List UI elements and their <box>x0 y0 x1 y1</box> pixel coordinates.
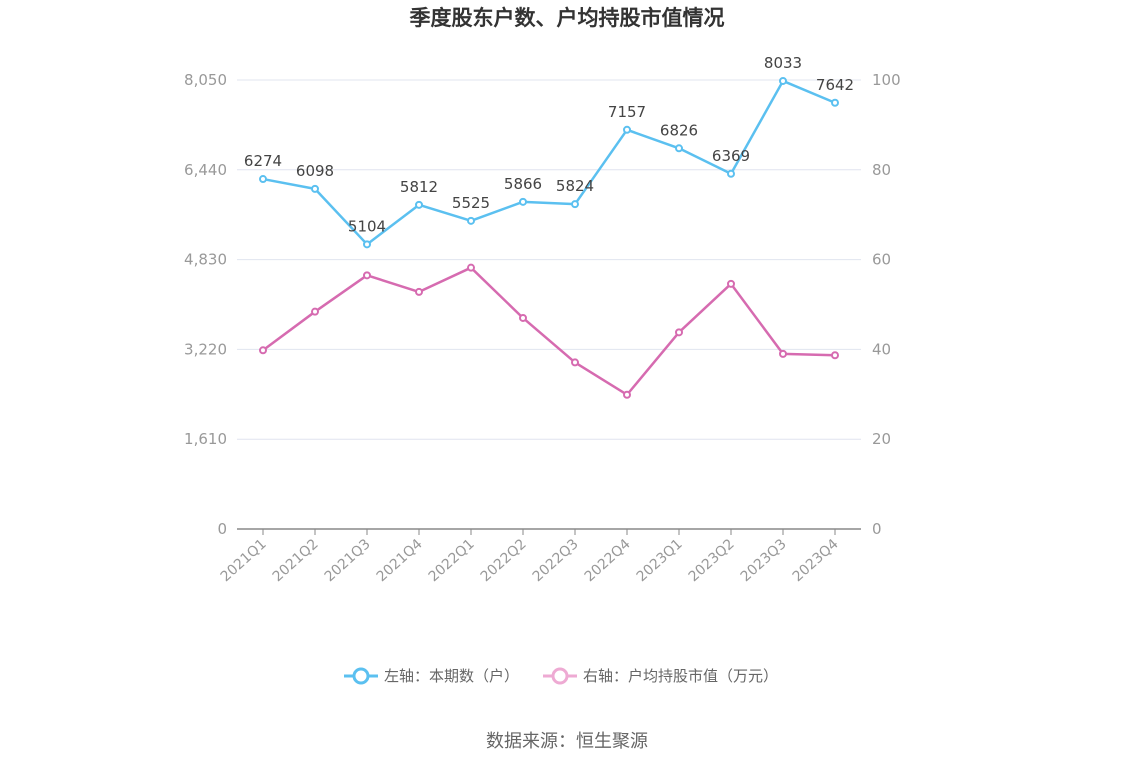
left-tick-label: 0 <box>217 520 227 538</box>
data-point-left <box>363 240 371 249</box>
x-tick-label: 2022Q1 <box>426 536 478 585</box>
data-point-left <box>831 98 839 107</box>
right-tick-label: 100 <box>872 71 901 89</box>
data-point-left <box>779 76 787 85</box>
data-point-left <box>415 200 423 209</box>
left-tick-label: 1,610 <box>184 430 227 448</box>
data-point-left <box>259 175 267 184</box>
data-point-left <box>571 200 579 209</box>
data-label: 5824 <box>556 177 594 195</box>
right-tick-label: 40 <box>872 340 891 358</box>
series-line-left <box>262 79 836 246</box>
right-tick-label: 20 <box>872 430 891 448</box>
legend: 左轴：本期数（户） 右轴：户均持股市值（万元） <box>344 667 778 685</box>
left-tick-label: 4,830 <box>184 251 227 269</box>
x-tick-label: 2021Q2 <box>270 536 322 585</box>
right-axis-ticks: 0 20 40 60 80 100 <box>872 71 901 538</box>
data-point-left <box>623 125 631 134</box>
data-point-right <box>519 313 527 322</box>
right-tick-label: 60 <box>872 251 891 269</box>
data-point-right <box>311 307 319 316</box>
data-point-right <box>727 279 735 288</box>
data-label: 7642 <box>816 76 854 94</box>
x-tick-label: 2022Q3 <box>530 536 582 585</box>
legend-marker <box>551 667 569 685</box>
data-point-right <box>467 263 475 272</box>
data-point-right <box>779 349 787 358</box>
x-tick-label: 2021Q1 <box>218 536 270 585</box>
left-tick-label: 6,440 <box>184 161 227 179</box>
data-point-right <box>259 346 267 355</box>
x-tick-label: 2023Q3 <box>738 536 790 585</box>
legend-item-right[interactable]: 右轴：户均持股市值（万元） <box>543 667 778 685</box>
left-axis-ticks: 0 1,610 3,220 4,830 6,440 8,050 <box>184 71 227 538</box>
series-layer: 6274 6098 5104 5812 5525 5866 5824 7157 6826 6369… <box>244 54 854 399</box>
data-label: 6826 <box>660 121 698 139</box>
data-point-left <box>311 184 319 193</box>
left-tick-label: 3,220 <box>184 340 227 358</box>
legend-marker <box>352 667 370 685</box>
right-tick-label: 0 <box>872 520 882 538</box>
data-label: 5812 <box>400 178 438 196</box>
data-label: 8033 <box>764 54 802 72</box>
data-point-right <box>571 358 579 367</box>
left-tick-label: 8,050 <box>184 71 227 89</box>
source-note: 数据来源：恒生聚源 <box>486 731 648 752</box>
data-label: 5525 <box>452 194 490 212</box>
x-tick-label: 2023Q4 <box>790 536 842 585</box>
data-point-right <box>831 351 839 360</box>
chart-title: 季度股东户数、户均持股市值情况 <box>410 6 725 30</box>
data-label: 6274 <box>244 152 282 170</box>
data-point-left <box>675 144 683 153</box>
data-point-left <box>467 216 475 225</box>
data-point-left <box>727 169 735 178</box>
x-tick-label: 2022Q4 <box>582 536 634 585</box>
x-tick-label: 2021Q4 <box>374 536 426 585</box>
data-point-right <box>675 328 683 337</box>
data-point-right <box>415 287 423 296</box>
x-tick-label: 2022Q2 <box>478 536 530 585</box>
x-tick-label: 2023Q2 <box>686 536 738 585</box>
data-label: 5866 <box>504 175 542 193</box>
x-tick-label: 2021Q3 <box>322 536 374 585</box>
right-tick-label: 80 <box>872 161 891 179</box>
legend-label-left: 左轴：本期数（户） <box>384 667 519 685</box>
data-point-right <box>623 390 631 399</box>
x-tick-label: 2023Q1 <box>634 536 686 585</box>
data-label: 6098 <box>296 162 334 180</box>
series-line-right <box>262 266 836 396</box>
data-label: 7157 <box>608 103 646 121</box>
data-label: 6369 <box>712 147 750 165</box>
legend-item-left[interactable]: 左轴：本期数（户） <box>344 667 519 685</box>
x-axis: 2021Q1 2021Q2 2021Q3 2021Q4 2022Q1 2022Q2 2022… <box>218 528 861 585</box>
legend-label-right: 右轴：户均持股市值（万元） <box>583 667 778 685</box>
grid-lines <box>237 79 861 440</box>
data-point-left <box>519 197 527 206</box>
data-point-right <box>363 271 371 280</box>
data-label: 5104 <box>348 217 386 235</box>
